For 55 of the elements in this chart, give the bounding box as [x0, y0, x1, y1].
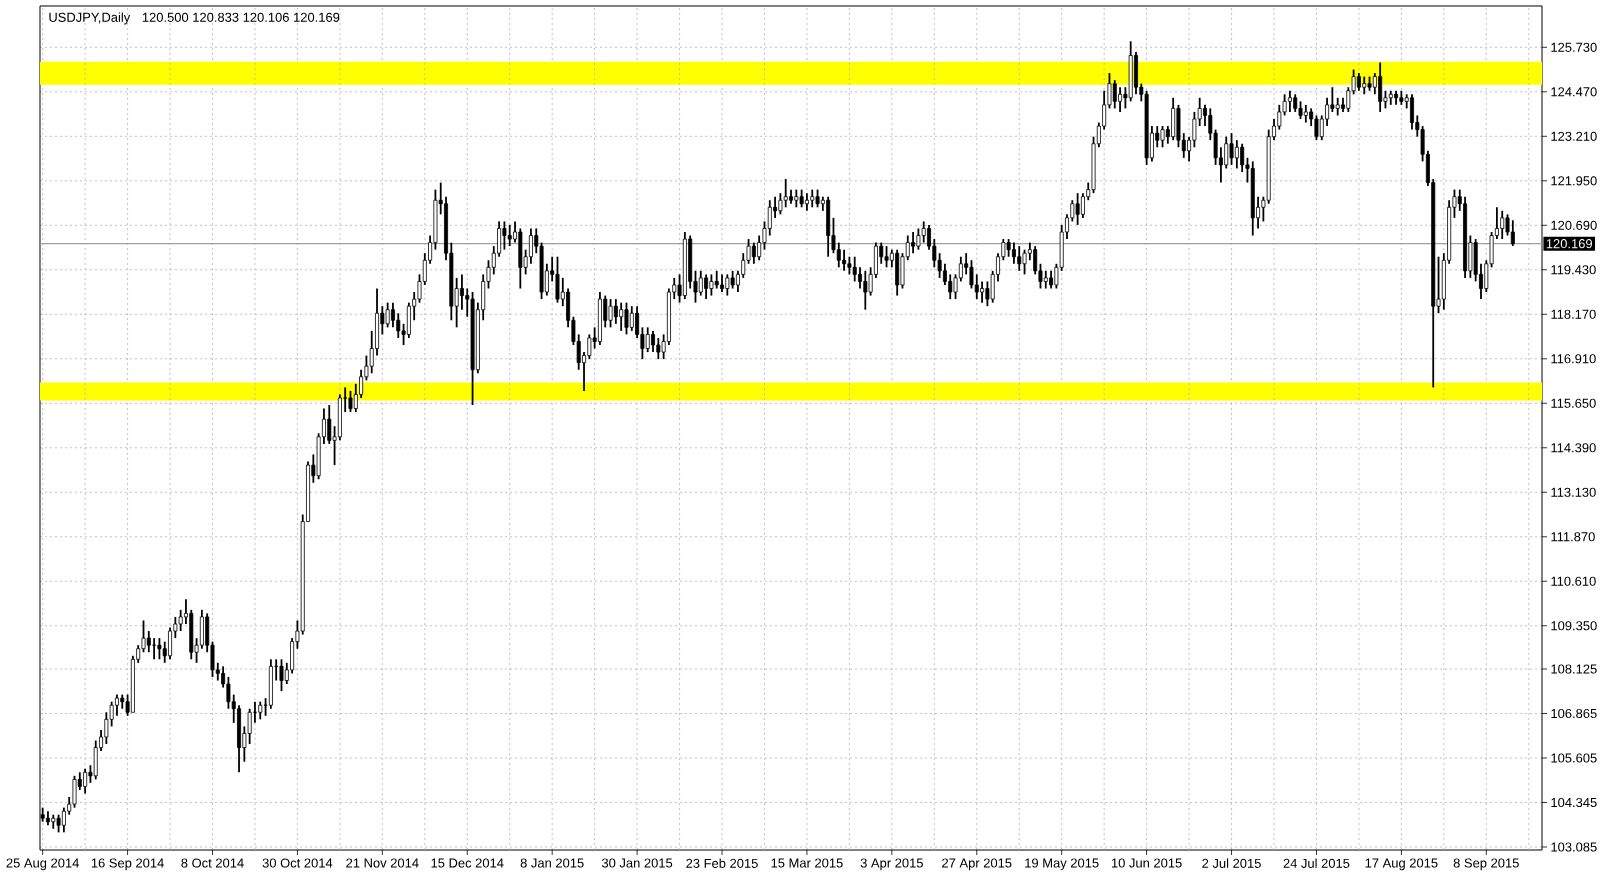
- candlestick: [385, 301, 390, 329]
- candlestick: [597, 291, 602, 346]
- candlestick: [629, 305, 634, 332]
- candlestick: [725, 273, 730, 297]
- candlestick: [980, 280, 985, 304]
- candlestick: [709, 273, 714, 297]
- candlestick: [1378, 61, 1383, 113]
- candlestick: [884, 245, 889, 269]
- candlestick: [72, 774, 77, 809]
- candlestick: [608, 298, 613, 329]
- candlestick: [826, 195, 831, 258]
- candlestick: [1128, 40, 1133, 103]
- candlestick: [613, 298, 618, 325]
- candlestick: [1410, 93, 1414, 131]
- candlestick: [1118, 86, 1123, 113]
- candlestick: [783, 178, 788, 209]
- candlestick: [985, 280, 990, 308]
- candlestick: [619, 301, 624, 332]
- candlestick: [1234, 139, 1239, 170]
- candlestick: [624, 301, 629, 336]
- candlestick: [1160, 125, 1165, 149]
- candlestick: [704, 273, 709, 300]
- candlestick: [1314, 114, 1319, 142]
- candlestick: [1075, 192, 1080, 226]
- candlestick: [518, 227, 523, 290]
- candlestick: [1112, 79, 1117, 110]
- candlestick: [146, 630, 151, 654]
- candlestick: [268, 658, 273, 710]
- candlestick: [921, 220, 926, 244]
- candlestick: [279, 658, 284, 692]
- candlestick: [895, 248, 900, 297]
- candlestick: [507, 224, 512, 248]
- candlestick: [555, 255, 560, 304]
- candlestick: [916, 227, 921, 251]
- candlestick: [656, 337, 661, 361]
- candlestick: [1287, 89, 1292, 113]
- candlestick: [911, 231, 916, 255]
- candlestick: [645, 326, 650, 353]
- candlestick: [1011, 241, 1016, 265]
- candlestick: [83, 767, 88, 795]
- candlestick: [1171, 96, 1176, 142]
- candlestick: [1017, 245, 1022, 272]
- candlestick: [863, 269, 868, 311]
- candlestick: [1500, 209, 1505, 240]
- candlestick: [751, 241, 756, 265]
- candlestick: [1022, 248, 1027, 276]
- candlestick: [1229, 132, 1234, 166]
- candlestick: [1510, 219, 1515, 247]
- candlestick: [502, 220, 507, 251]
- candlestick: [348, 390, 353, 413]
- candlestick: [651, 329, 656, 353]
- candlestick: [852, 255, 857, 283]
- candlestick: [842, 248, 847, 272]
- candlestick: [157, 637, 162, 661]
- candlestick: [698, 269, 703, 297]
